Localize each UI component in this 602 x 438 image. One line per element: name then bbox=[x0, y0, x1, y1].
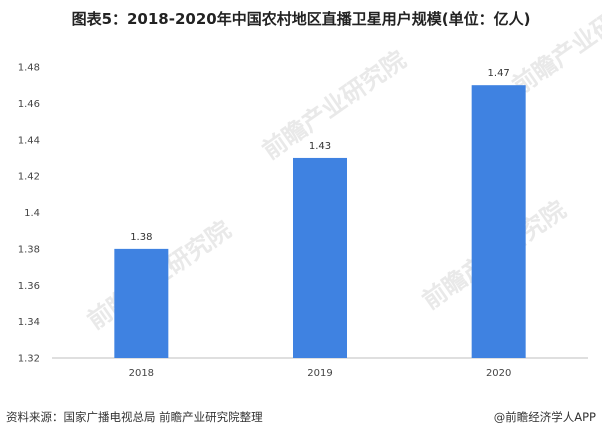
x-tick-label-2019: 2019 bbox=[307, 368, 332, 379]
x-axis-ticks: 2018 2019 2020 bbox=[129, 368, 512, 379]
watermark-text: 前瞻产业研究院 bbox=[257, 46, 411, 165]
watermark-text: 前瞻产业研究院 bbox=[507, 0, 602, 100]
credit-note: @前瞻经济学人APP bbox=[493, 410, 596, 424]
chart-title: 图表5：2018-2020年中国农村地区直播卫星用户规模(单位：亿人) bbox=[71, 10, 531, 28]
y-tick-label: 1.44 bbox=[18, 135, 40, 146]
data-label-2019: 1.43 bbox=[309, 141, 331, 152]
y-tick-label: 1.48 bbox=[18, 63, 40, 74]
bar-chart: 前瞻产业研究院前瞻产业研究院前瞻产业研究院前瞻产业研究院 1.321.341.3… bbox=[18, 0, 602, 379]
y-tick-label: 1.4 bbox=[24, 208, 40, 219]
data-label-2020: 1.47 bbox=[488, 68, 510, 79]
data-labels: 1.38 1.43 1.47 bbox=[130, 68, 510, 243]
data-label-2018: 1.38 bbox=[130, 232, 152, 243]
source-note: 资料来源：国家广播电视总局 前瞻产业研究院整理 bbox=[6, 410, 263, 424]
y-axis-ticks: 1.32 1.34 1.36 1.38 1.4 1.42 1.44 1.46 1.48 bbox=[18, 63, 40, 365]
y-tick-label: 1.32 bbox=[18, 354, 40, 365]
bars bbox=[114, 85, 526, 358]
bar-2020 bbox=[471, 85, 526, 358]
y-tick-label: 1.42 bbox=[18, 172, 40, 183]
bar-2019 bbox=[293, 157, 347, 358]
x-tick-label-2018: 2018 bbox=[129, 368, 154, 379]
y-tick-label: 1.46 bbox=[18, 99, 40, 110]
x-tick-label-2020: 2020 bbox=[486, 368, 511, 379]
y-tick-label: 1.36 bbox=[18, 281, 40, 292]
bar-2018 bbox=[114, 248, 169, 358]
y-tick-label: 1.38 bbox=[18, 244, 40, 255]
y-tick-label: 1.34 bbox=[18, 317, 40, 328]
